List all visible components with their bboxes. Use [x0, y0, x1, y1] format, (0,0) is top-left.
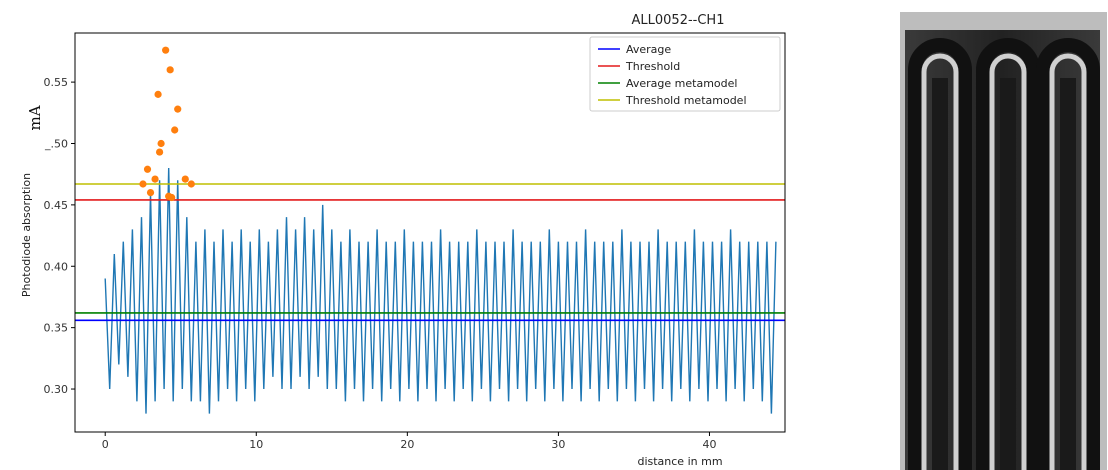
plot-frame [74, 32, 786, 433]
y-tick-label: 0.30 [44, 383, 69, 396]
weld-photo [900, 12, 1107, 470]
peak-marker [171, 126, 179, 134]
peak-marker [154, 90, 162, 98]
y-tick-label: _.50 [44, 137, 68, 150]
peak-marker [157, 139, 165, 148]
peak-marker [151, 175, 159, 183]
legend-entry: Average [626, 43, 671, 56]
signal-layer [104, 167, 777, 414]
peak-marker [166, 66, 174, 74]
peak-marker [174, 105, 182, 113]
peak-marker [143, 165, 152, 173]
peak-marker [146, 189, 155, 197]
x-tick-label: 10 [249, 438, 263, 451]
plot-area: 0 10 20 30 40 0.30 0.35 0.40 0.45 _.50 0.55 [44, 32, 786, 451]
x-tick-label: 40 [702, 438, 716, 451]
x-tick-label: 20 [400, 438, 414, 451]
x-tick-label: 0 [102, 438, 109, 451]
peak-marker [139, 180, 147, 188]
peak-marker [168, 193, 176, 202]
peak-marker [162, 46, 170, 54]
legend-box [589, 36, 781, 112]
y-tick-label: 0.45 [44, 199, 69, 212]
peak-marker [181, 175, 189, 183]
loop-outer [908, 38, 972, 470]
loop-outer [1036, 38, 1100, 470]
legend-entry: Threshold metamodel [625, 94, 747, 107]
unit-label: mA [26, 105, 44, 130]
loop-highlight [989, 53, 1027, 470]
loop-highlight [1049, 53, 1087, 470]
loop-core [1060, 78, 1076, 470]
x-tick-label: 30 [551, 438, 565, 451]
x-axis-label: distance in mm [637, 455, 722, 468]
x-ticks: 0 10 20 30 40 [102, 432, 716, 451]
legend-entry: Threshold [625, 60, 680, 73]
y-axis-label: Photodiode absorption [20, 173, 33, 297]
loop-core [1000, 78, 1016, 470]
peak-marker [155, 148, 164, 156]
y-tick-label: 0.55 [44, 76, 69, 89]
y-tick-label: 0.35 [44, 322, 69, 335]
legend-entry: Average metamodel [626, 77, 737, 90]
loop-outer [976, 38, 1040, 470]
y-ticks: 0.30 0.35 0.40 0.45 _.50 0.55 [44, 76, 75, 396]
chart-title: ALL0052--CH1 [632, 13, 725, 28]
peak-marker [187, 180, 195, 188]
signal-line [104, 167, 777, 414]
loop-core [932, 78, 948, 470]
loop-highlight [921, 53, 959, 470]
y-tick-label: 0.40 [44, 260, 69, 273]
peak-markers [139, 46, 195, 202]
legend: Average Threshold Average metamodel Thresho… [589, 36, 781, 112]
